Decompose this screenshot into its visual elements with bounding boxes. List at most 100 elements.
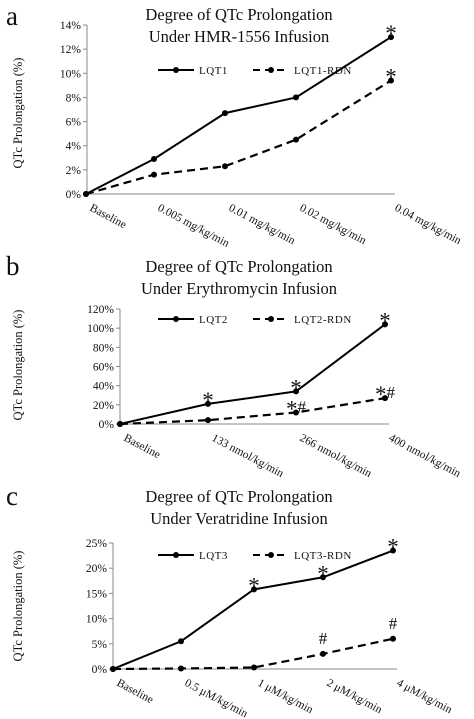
x-category-label: 0.04 mg/kg/min	[393, 202, 464, 247]
data-point-LQT2-RDN	[382, 395, 388, 402]
data-point-LQT3	[390, 547, 396, 554]
significance-annotation: *	[387, 535, 399, 560]
y-tick-label: 15%	[86, 588, 108, 600]
legend-label: LQT1-RDN	[294, 65, 352, 77]
annotation-glyph: *	[317, 561, 329, 586]
data-point-LQT3-RDN	[390, 635, 396, 642]
data-point-LQT3	[251, 586, 257, 593]
legend-swatch-marker	[173, 316, 179, 322]
y-tick-label: 20%	[93, 400, 115, 412]
annotation-glyph: *	[387, 535, 399, 560]
chart-title-line-1: Degree of QTc Prolongation	[145, 487, 332, 506]
y-tick-label: 120%	[87, 304, 114, 316]
chart-title-line-1: Degree of QTc Prolongation	[145, 5, 332, 24]
series-line-LQT2-RDN	[119, 397, 386, 426]
legend: LQT2 LQT2-RDN	[158, 314, 352, 326]
legend-swatch-marker	[173, 67, 179, 73]
series-line-LQT1-RDN	[85, 79, 392, 196]
annotation-glyph: #	[319, 629, 328, 648]
significance-annotation: *#	[286, 397, 307, 422]
chart-panel-a: a Degree of QTc Prolongation Under HMR-155…	[6, 1, 463, 250]
significance-annotation: *	[202, 388, 214, 413]
annotation-glyph: *	[202, 388, 214, 413]
legend-swatch-marker	[268, 552, 274, 558]
data-point-LQT2-RDN	[117, 421, 123, 427]
x-category-label: 0.5 μM/kg/min	[183, 677, 250, 719]
y-tick-label: 0%	[99, 419, 115, 431]
legend-swatch-marker	[173, 552, 179, 558]
y-axis-title: QTc Prolongation (%)	[11, 310, 25, 421]
y-tick-label: 60%	[93, 362, 115, 374]
data-point-LQT1-RDN	[151, 171, 157, 178]
legend-label: LQT2-RDN	[294, 314, 352, 326]
chart-title-line-2: Under Veratridine Infusion	[150, 509, 327, 528]
x-category-label: 0.005 mg/kg/min	[156, 202, 232, 250]
chart-title-line-2: Under HMR-1556 Infusion	[149, 27, 330, 46]
y-tick-label: 12%	[60, 44, 82, 56]
legend-swatch-marker	[268, 67, 274, 73]
legend-label: LQT1	[199, 65, 228, 77]
legend-label: LQT3-RDN	[294, 550, 352, 562]
chart-title-line-2: Under Erythromycin Infusion	[141, 279, 337, 298]
y-tick-label: 40%	[93, 381, 115, 393]
y-axis-title: QTc Prolongation (%)	[11, 551, 25, 662]
annotation-glyph: *	[375, 382, 387, 407]
series-line-LQT3	[112, 549, 394, 670]
chart-title-line-1: Degree of QTc Prolongation	[145, 257, 332, 276]
panel-letter: c	[6, 481, 18, 511]
significance-annotation: *	[385, 21, 397, 46]
legend-swatch-marker	[268, 316, 274, 322]
data-point-LQT3-RDN	[320, 650, 326, 657]
chart-panel-c: c Degree of QTc Prolongation Under Veratri…	[6, 481, 454, 719]
annotation-glyph: *	[248, 573, 260, 598]
data-point-LQT2-RDN	[205, 417, 211, 424]
significance-annotation: *	[379, 308, 391, 333]
annotation-glyph: *	[379, 308, 391, 333]
y-tick-label: 6%	[66, 117, 82, 129]
annotation-glyph: *	[290, 375, 302, 400]
x-category-label: 2 μM/kg/min	[325, 677, 385, 716]
annotation-glyph: *	[385, 65, 397, 90]
y-tick-label: 0%	[92, 664, 108, 676]
data-point-LQT1-RDN	[83, 191, 89, 197]
significance-annotation: #	[319, 629, 328, 648]
significance-annotation: *	[317, 561, 329, 586]
x-category-label: 0.01 mg/kg/min	[227, 202, 298, 247]
legend-label: LQT3	[199, 550, 228, 562]
data-point-LQT2-RDN	[293, 409, 299, 416]
data-point-LQT1	[293, 94, 299, 101]
annotation-glyph: #	[389, 614, 398, 633]
annotation-glyph: *	[286, 397, 298, 422]
x-category-label: Baseline	[122, 432, 163, 461]
significance-annotation: *	[290, 375, 302, 400]
x-category-label: 1 μM/kg/min	[256, 677, 316, 716]
significance-annotation: #	[389, 614, 398, 633]
data-point-LQT2	[205, 400, 211, 407]
legend-label: LQT2	[199, 314, 228, 326]
data-point-LQT1-RDN	[222, 163, 228, 170]
significance-annotation: *#	[375, 382, 396, 407]
data-point-LQT1	[222, 110, 228, 117]
y-tick-label: 14%	[60, 20, 82, 32]
data-point-LQT3	[320, 574, 326, 581]
x-category-label: 133 nmol/kg/min	[210, 432, 286, 480]
significance-annotation: *	[248, 573, 260, 598]
data-point-LQT2	[382, 321, 388, 328]
panel-letter: a	[6, 1, 18, 31]
y-tick-label: 8%	[66, 92, 82, 104]
data-point-LQT1-RDN	[388, 77, 394, 84]
y-tick-label: 4%	[66, 141, 82, 153]
data-point-LQT2	[293, 388, 299, 395]
x-category-label: 266 nmol/kg/min	[298, 432, 374, 480]
y-tick-label: 80%	[93, 342, 115, 354]
x-category-label: 0.02 mg/kg/min	[298, 202, 369, 247]
series-line-LQT3-RDN	[112, 637, 394, 671]
significance-annotation: *	[385, 65, 397, 90]
panel-letter: b	[6, 251, 20, 281]
y-tick-label: 0%	[66, 189, 82, 201]
annotation-glyph: *	[385, 21, 397, 46]
data-point-LQT3-RDN	[251, 664, 257, 671]
data-point-LQT3-RDN	[178, 665, 184, 672]
x-category-label: Baseline	[115, 677, 156, 706]
